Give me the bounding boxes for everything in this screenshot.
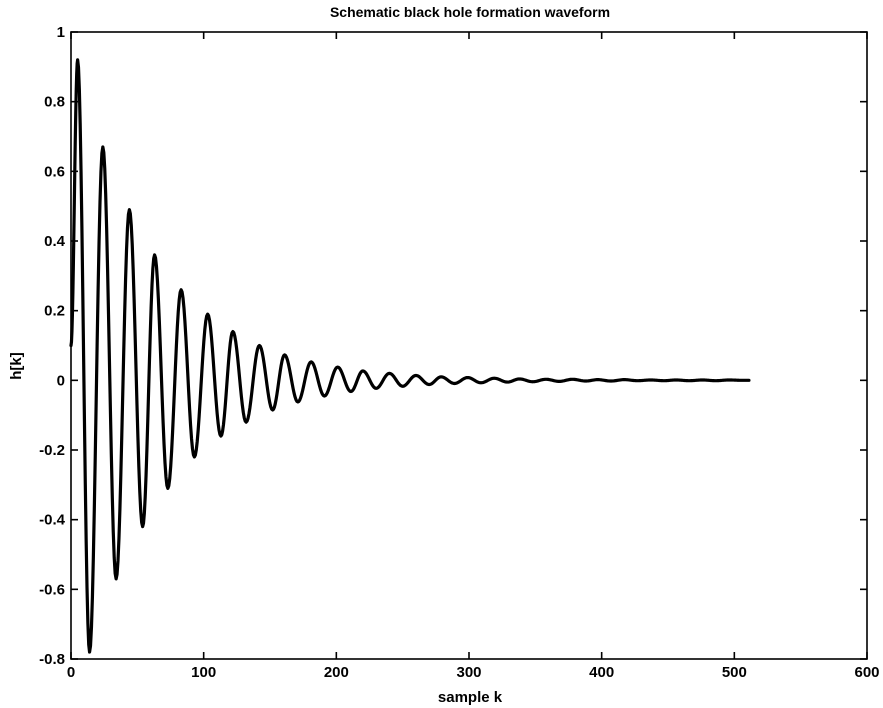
y-tick-label: 0.2 bbox=[44, 303, 65, 320]
y-axis-label: h[k] bbox=[8, 352, 25, 380]
x-tick-label: 0 bbox=[67, 664, 75, 681]
x-tick-label: 600 bbox=[854, 664, 879, 681]
plot-border bbox=[70, 31, 868, 660]
y-tick-label: 0.8 bbox=[44, 94, 65, 111]
y-tick-label: 0.4 bbox=[44, 233, 66, 250]
series-line-0 bbox=[69, 58, 751, 654]
series-layer bbox=[69, 58, 751, 654]
y-tick-label: 0.6 bbox=[44, 163, 65, 180]
x-tick-label: 100 bbox=[191, 664, 216, 681]
y-tick-label: -0.6 bbox=[39, 581, 65, 598]
y-tick-label: 1 bbox=[57, 24, 65, 41]
chart-title: Schematic black hole formation waveform bbox=[330, 4, 610, 20]
plot-frame bbox=[70, 31, 868, 660]
y-tick-label: -0.4 bbox=[39, 512, 66, 529]
x-axis: 0 100 200 300 400 500 600 bbox=[67, 32, 880, 681]
y-tick-label: -0.8 bbox=[39, 651, 65, 668]
y-tick-label: -0.2 bbox=[39, 442, 65, 459]
y-tick-label: 0 bbox=[57, 372, 65, 389]
y-axis: -0.8 -0.6 -0.4 -0.2 0 0.2 0.4 0.6 0.8 1 bbox=[39, 24, 867, 668]
x-tick-label: 300 bbox=[456, 664, 481, 681]
x-axis-label: sample k bbox=[438, 689, 503, 706]
x-tick-label: 200 bbox=[324, 664, 349, 681]
x-tick-label: 400 bbox=[589, 664, 614, 681]
x-tick-label: 500 bbox=[722, 664, 747, 681]
